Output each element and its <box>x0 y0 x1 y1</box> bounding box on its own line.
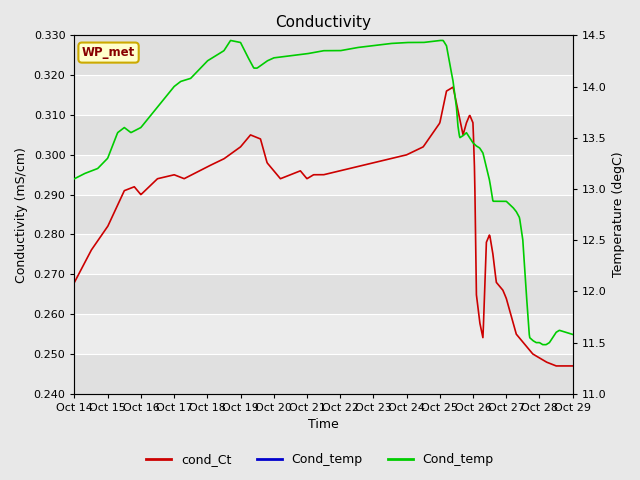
Title: Conductivity: Conductivity <box>276 15 372 30</box>
Text: WP_met: WP_met <box>82 46 135 59</box>
X-axis label: Time: Time <box>308 419 339 432</box>
Y-axis label: Conductivity (mS/cm): Conductivity (mS/cm) <box>15 146 28 283</box>
Bar <box>74 195 573 235</box>
Bar <box>74 155 573 195</box>
Bar <box>74 115 573 155</box>
Bar <box>74 36 573 75</box>
Bar <box>74 354 573 394</box>
Y-axis label: Temperature (degC): Temperature (degC) <box>612 152 625 277</box>
Bar <box>74 275 573 314</box>
Bar <box>74 75 573 115</box>
Legend: cond_Ct, Cond_temp, Cond_temp: cond_Ct, Cond_temp, Cond_temp <box>141 448 499 471</box>
Bar <box>74 235 573 275</box>
Bar <box>74 314 573 354</box>
